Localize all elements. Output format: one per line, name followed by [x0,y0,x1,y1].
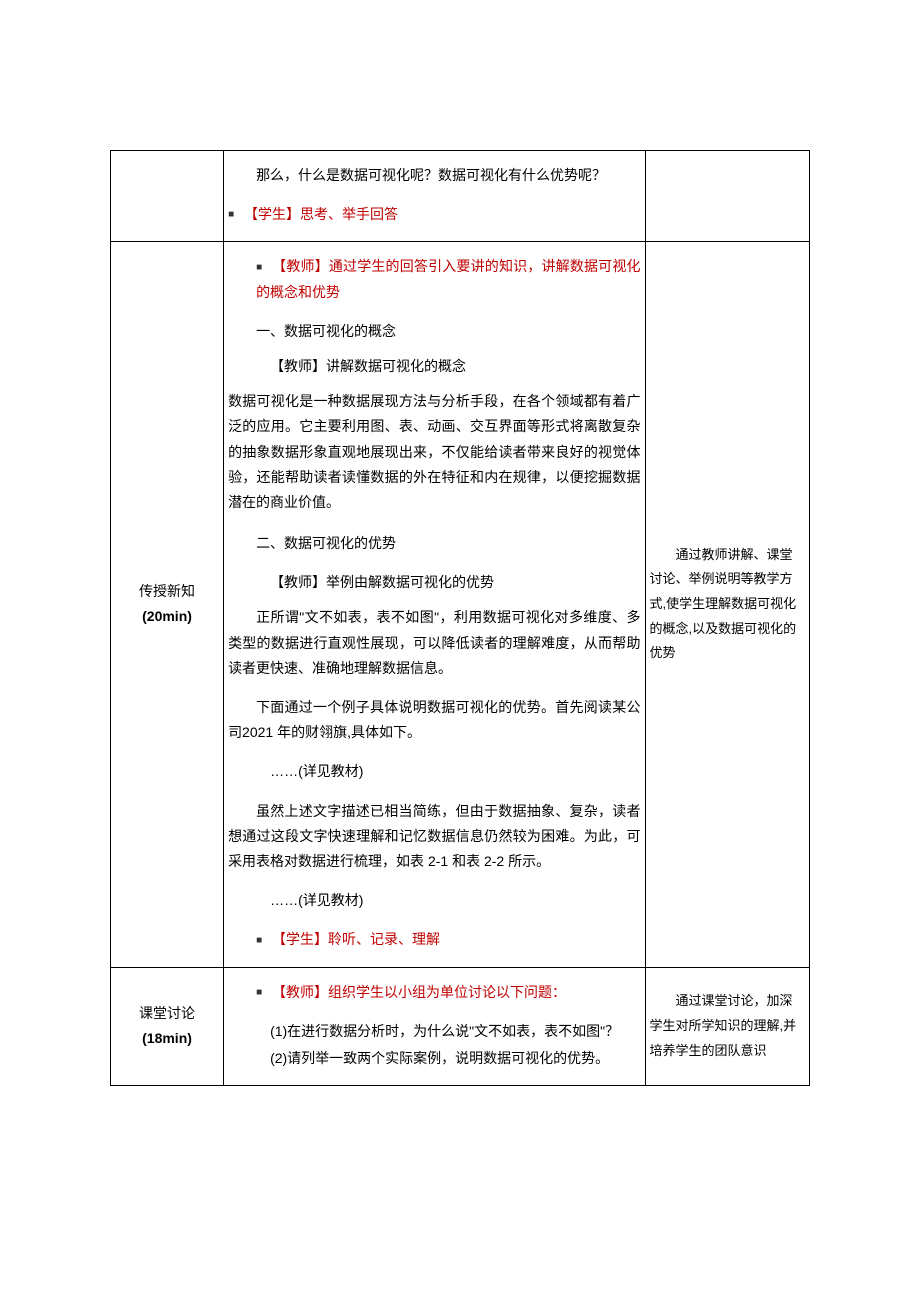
row1-label-cell [111,151,224,242]
row2-student-line: ■ 【学生】聆听、记录、理解 [228,927,640,952]
row2-p6: ……(详见教材) [228,888,640,913]
row2-note-cell: 通过教师讲解、课堂讨论、举例说明等教学方式,使学生理解数据可视化的概念,以及数据… [645,242,809,967]
row2-label-2: (20min) [115,604,219,629]
row1-student-line: ■ 【学生】思考、举手回答 [228,202,640,227]
row3-q2: (2)请列举一致两个实际案例，说明数据可视化的优势。 [228,1046,640,1071]
table-row: 传授新知 (20min) ■ 【教师】通过学生的回答引入要讲的知识，讲解数据可视… [111,242,810,967]
bullet-icon: ■ [256,932,268,950]
row2-label-1: 传授新知 [115,579,219,604]
row3-label-1: 课堂讨论 [115,1001,219,1026]
row3-label-2: (18min) [115,1026,219,1051]
row2-p4: ……(详见教材) [228,759,640,784]
row3-content-cell: ■ 【教师】组织学生以小组为单位讨论以下问题： (1)在进行数据分析时，为什么说… [224,967,645,1086]
row2-label-cell: 传授新知 (20min) [111,242,224,967]
row1-student: 【学生】思考、举手回答 [244,206,398,222]
bullet-icon: ■ [256,259,268,277]
row3-teacher: 【教师】组织学生以小组为单位讨论以下问题： [272,984,566,1000]
row3-teacher-line: ■ 【教师】组织学生以小组为单位讨论以下问题： [228,980,640,1005]
row2-p5: 虽然上述文字描述已相当简练，但由于数据抽象、复杂，读者想通过这段文字快速理解和记… [228,799,640,875]
row3-label-cell: 课堂讨论 (18min) [111,967,224,1086]
table-row: 课堂讨论 (18min) ■ 【教师】组织学生以小组为单位讨论以下问题： (1)… [111,967,810,1086]
row2-intro-block: ■ 【教师】通过学生的回答引入要讲的知识，讲解数据可视化的概念和优势 一、数据可… [228,254,640,515]
row2-p3: 下面通过一个例子具体说明数据可视化的优势。首先阅读某公司2021 年的财翎旗,具… [228,695,640,745]
row2-t1: 【教师】讲解数据可视化的概念 [228,354,640,379]
row2-p2: 正所谓"文不如表，表不如图"，利用数据可视化对多维度、多类型的数据进行直观性展现… [228,605,640,681]
row2-h2: 二、数据可视化的优势 [228,531,640,556]
row2-teacher-intro-line: ■ 【教师】通过学生的回答引入要讲的知识，讲解数据可视化的概念和优势 [228,254,640,304]
document-page: 那么，什么是数据可视化呢？数据可视化有什么优势呢？ ■ 【学生】思考、举手回答 … [0,0,920,1186]
row1-content-cell: 那么，什么是数据可视化呢？数据可视化有什么优势呢？ ■ 【学生】思考、举手回答 [224,151,645,242]
row1-note-cell [645,151,809,242]
row3-note: 通过课堂讨论，加深学生对所学知识的理解,并培养学生的团队意识 [650,993,797,1057]
row3-note-cell: 通过课堂讨论，加深学生对所学知识的理解,并培养学生的团队意识 [645,967,809,1086]
bullet-icon: ■ [228,206,240,224]
row2-student: 【学生】聆听、记录、理解 [272,931,440,947]
row3-q1: (1)在进行数据分析时，为什么说"文不如表，表不如图"？ [228,1019,640,1044]
bullet-icon: ■ [256,984,268,1002]
row2-content-cell: ■ 【教师】通过学生的回答引入要讲的知识，讲解数据可视化的概念和优势 一、数据可… [224,242,645,967]
row2-t2: 【教师】举例由解数据可视化的优势 [228,570,640,595]
row2-p1: 数据可视化是一种数据展现方法与分析手段，在各个领域都有着广泛的应用。它主要利用图… [228,389,640,515]
row1-question: 那么，什么是数据可视化呢？数据可视化有什么优势呢？ [228,163,640,188]
table-row: 那么，什么是数据可视化呢？数据可视化有什么优势呢？ ■ 【学生】思考、举手回答 [111,151,810,242]
lesson-plan-table: 那么，什么是数据可视化呢？数据可视化有什么优势呢？ ■ 【学生】思考、举手回答 … [110,150,810,1086]
row2-h1: 一、数据可视化的概念 [228,319,640,344]
row2-note: 通过教师讲解、课堂讨论、举例说明等教学方式,使学生理解数据可视化的概念,以及数据… [650,547,797,661]
row2-teacher-intro: 【教师】通过学生的回答引入要讲的知识，讲解数据可视化的概念和优势 [256,258,640,299]
